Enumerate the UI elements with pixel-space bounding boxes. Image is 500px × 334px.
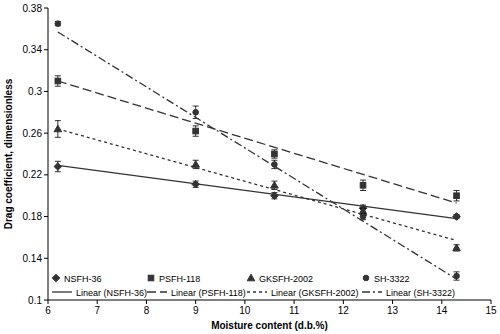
y-tick	[44, 216, 48, 217]
data-point	[453, 244, 461, 251]
legend-label: Linear (PSFH-118)	[171, 288, 246, 298]
x-tick	[294, 300, 295, 304]
y-axis-title: Drag coefficient, dimensionless	[3, 78, 14, 229]
data-point	[54, 125, 62, 132]
error-bar	[454, 245, 460, 251]
data-point	[454, 193, 460, 199]
legend-label: SH-3322	[374, 274, 410, 284]
y-tick-label: 0.22	[23, 169, 43, 180]
y-tick-label: 0.1	[28, 295, 42, 306]
legend-swatch	[247, 291, 267, 292]
x-axis-title: Moisture content (d.b.%)	[211, 320, 328, 331]
legend: NSFH-36 PSFH-118 GKSFH-2002 SH-3322 Linear (…	[52, 274, 455, 298]
legend-swatch	[147, 291, 167, 292]
x-tick-label: 14	[436, 305, 448, 316]
x-tick	[343, 300, 344, 304]
y-tick-label: 0.38	[23, 3, 43, 14]
data-point	[54, 163, 62, 171]
error-bar	[271, 181, 277, 189]
data-point	[360, 182, 366, 188]
fit-line	[58, 129, 457, 241]
x-axis	[48, 300, 491, 301]
legend-label: Linear (GKSFH-2002)	[271, 288, 359, 298]
x-tick-label: 7	[94, 305, 100, 316]
x-tick-label: 10	[239, 305, 251, 316]
error-bar	[55, 22, 61, 26]
data-point	[193, 109, 199, 115]
y-tick	[44, 258, 48, 259]
y-tick	[44, 133, 48, 134]
legend-label: NSFH-36	[64, 274, 102, 284]
chart: 6 7 8 9 10 11 12 13 14 15 0.1 0.14 0.18 0.22 0.26 0.3 0.…	[0, 0, 500, 334]
legend-swatch	[52, 291, 72, 292]
y-tick-label: 0.14	[23, 253, 43, 264]
y-tick	[44, 49, 48, 50]
error-bar	[271, 150, 277, 158]
fit-line	[58, 165, 457, 218]
x-tick-label: 9	[193, 305, 199, 316]
y-tick-label: 0.3	[28, 86, 42, 97]
legend-swatch	[363, 275, 369, 281]
error-bar	[454, 191, 460, 201]
error-bar	[193, 126, 199, 136]
y-tick	[44, 91, 48, 92]
data-point	[453, 213, 461, 221]
y-tick	[44, 8, 48, 9]
error-bar	[55, 161, 61, 171]
y-tick-label: 0.26	[23, 128, 43, 139]
x-tick	[195, 300, 196, 304]
x-tick-label: 8	[144, 305, 150, 316]
x-tick	[491, 300, 492, 304]
x-tick-label: 13	[387, 305, 399, 316]
x-tick-label: 15	[485, 305, 497, 316]
x-tick-label: 12	[338, 305, 350, 316]
x-tick-label: 11	[289, 305, 300, 316]
error-bar	[193, 160, 199, 168]
fit-line	[58, 32, 457, 279]
x-tick	[441, 300, 442, 304]
data-point	[271, 192, 279, 200]
x-tick	[48, 300, 49, 304]
y-axis	[48, 8, 49, 300]
x-tick	[244, 300, 245, 304]
legend-label: PSFH-118	[159, 274, 200, 284]
legend-label: Linear (NSFH-36)	[76, 288, 147, 298]
x-tick	[97, 300, 98, 304]
plot-marks	[54, 21, 460, 280]
y-tick-label: 0.34	[23, 44, 43, 55]
y-tick	[44, 300, 48, 301]
data-point	[272, 151, 278, 157]
data-point	[55, 21, 61, 27]
data-point	[271, 181, 279, 188]
x-tick	[392, 300, 393, 304]
legend-label: GKSFH-2002	[259, 274, 313, 284]
error-bar	[360, 180, 366, 190]
y-tick-label: 0.18	[23, 211, 43, 222]
legend-swatch	[148, 275, 154, 281]
data-point	[193, 128, 199, 134]
legend-swatch	[247, 274, 255, 281]
y-tick	[44, 174, 48, 175]
legend-label: Linear (SH-3322)	[386, 288, 455, 298]
x-tick	[146, 300, 147, 304]
legend-swatch	[52, 274, 60, 282]
legend-swatch	[362, 291, 382, 292]
x-tick-label: 6	[45, 305, 51, 316]
